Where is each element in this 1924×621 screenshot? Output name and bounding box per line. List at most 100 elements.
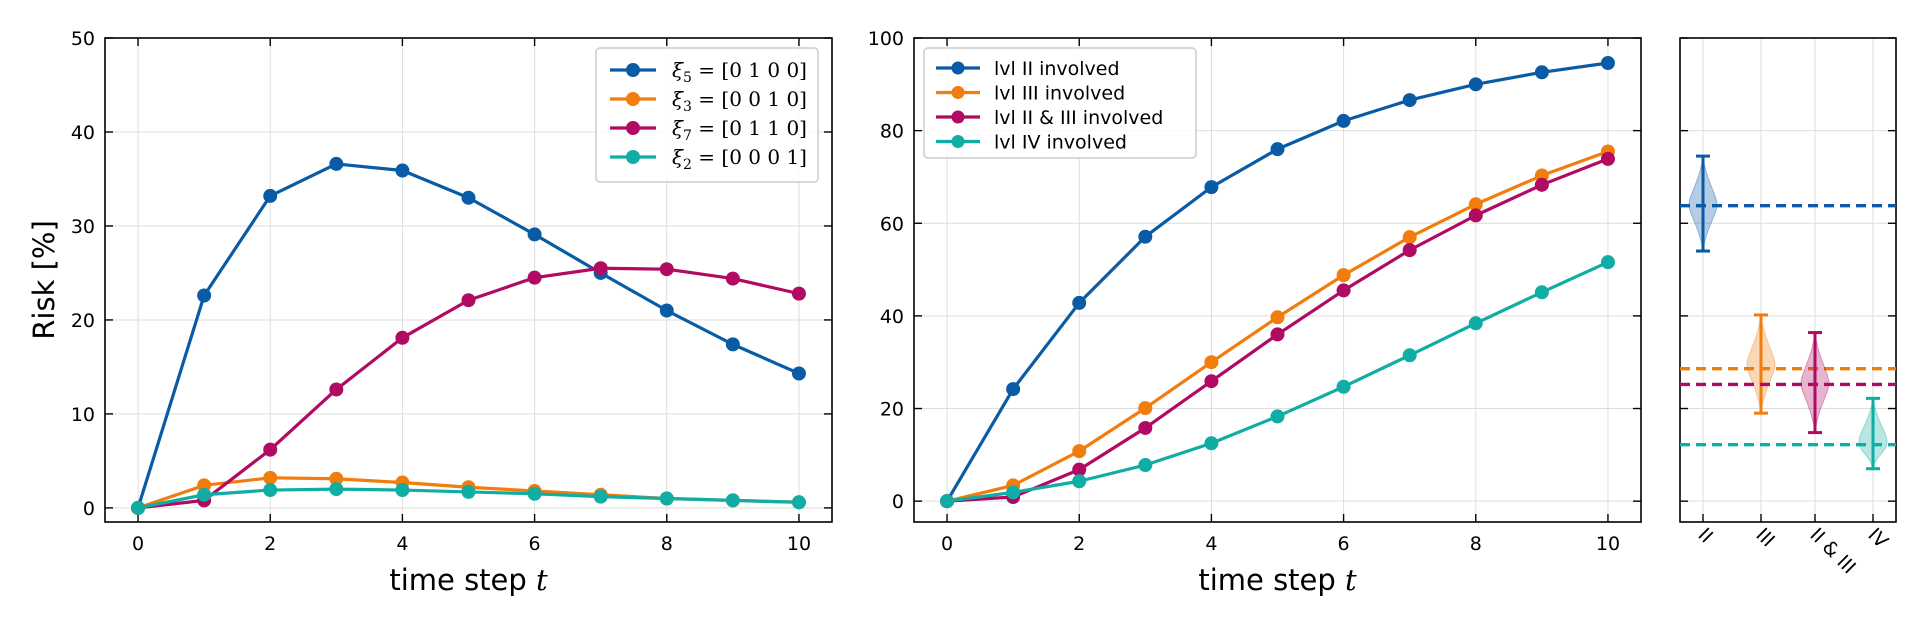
data-point <box>1138 229 1153 244</box>
y-tick-label: 0 <box>83 498 95 520</box>
data-point <box>263 442 278 457</box>
data-point <box>329 482 344 497</box>
legend-label: ξ3 = [0 0 1 0] <box>672 87 807 115</box>
legend-label: lvl II & III involved <box>994 107 1163 129</box>
chart-risk-per-state: 0 2 4 6 8 10 0 10 20 30 40 50 time step t Risk [%] ξ5 … <box>27 28 833 597</box>
y-tick-label: 0 <box>892 491 904 513</box>
data-point <box>1204 374 1219 389</box>
data-point <box>1468 316 1483 331</box>
data-point <box>1072 444 1087 459</box>
data-point <box>395 483 410 498</box>
series-line <box>136 162 800 509</box>
legend-label: lvl IV involved <box>994 132 1127 154</box>
series-line <box>946 149 1609 503</box>
legend-label: ξ7 = [0 1 1 0] <box>672 116 807 144</box>
data-point <box>1204 436 1219 451</box>
data-point <box>1072 295 1087 310</box>
data-point <box>1138 420 1153 435</box>
data-point <box>725 271 740 286</box>
data-point <box>659 303 674 318</box>
data-point <box>659 491 674 506</box>
legend-label-symbol: ξ <box>672 116 684 140</box>
legend-label-vector: = [0 0 1 0] <box>692 87 807 111</box>
data-point <box>1534 285 1549 300</box>
data-point <box>527 486 542 501</box>
y-tick-label: 40 <box>71 122 95 144</box>
data-point <box>1336 379 1351 394</box>
legend-item: ξ3 = [0 0 1 0] <box>610 87 807 115</box>
data-point <box>1006 382 1021 397</box>
data-point <box>197 288 212 303</box>
legend-item: ξ7 = [0 1 1 0] <box>610 116 807 144</box>
series-2 <box>940 151 1615 509</box>
data-point <box>1270 142 1285 157</box>
x-axis-label: time step t <box>1198 563 1357 597</box>
chart-violin-summary: II III II & III IV <box>1679 37 1897 578</box>
data-point <box>659 262 674 277</box>
data-point <box>1006 485 1021 500</box>
data-point <box>1270 310 1285 325</box>
y-tick-label: 40 <box>880 306 904 328</box>
data-point <box>1270 327 1285 342</box>
legend-swatch-marker <box>951 135 965 148</box>
data-point <box>1468 77 1483 92</box>
y-axis-label: Risk [%] <box>27 220 61 340</box>
x-tick-label: 0 <box>132 533 144 555</box>
plot-frame <box>913 37 1642 523</box>
data-point <box>791 366 806 381</box>
data-point <box>1468 197 1483 212</box>
legend-label-vector: = [0 1 1 0] <box>692 116 807 140</box>
legend-swatch-marker <box>626 63 640 77</box>
violin-0 <box>1688 154 1718 253</box>
legend-swatch-marker <box>951 86 965 99</box>
data-point <box>791 286 806 301</box>
data-point <box>527 270 542 285</box>
data-point <box>1138 458 1153 473</box>
legend-label-symbol: ξ <box>672 87 684 111</box>
violin-1 <box>1746 313 1776 415</box>
legend-label-subscript: 2 <box>683 157 692 173</box>
data-point <box>1336 283 1351 298</box>
legend-item: lvl III involved <box>936 83 1125 105</box>
data-point <box>1600 56 1615 71</box>
x-tick-label: 10 <box>787 533 811 555</box>
series-line <box>946 260 1609 503</box>
legend-swatch-marker <box>626 92 640 106</box>
category-label: IV <box>1863 524 1892 553</box>
legend-label: ξ5 = [0 1 0 0] <box>672 58 807 86</box>
data-point <box>131 500 146 515</box>
x-axis-label-text: time step <box>1198 563 1345 597</box>
legend-box <box>595 47 819 183</box>
legend-label-subscript: 3 <box>683 99 692 115</box>
data-point <box>1402 243 1417 258</box>
data-point <box>1336 268 1351 283</box>
x-tick-label: 8 <box>661 533 673 555</box>
data-point <box>593 261 608 276</box>
legend-label-symbol: ξ <box>672 58 684 82</box>
series-2 <box>131 261 806 515</box>
y-tick-label: 20 <box>71 310 95 332</box>
x-axis-label-text: time step <box>389 563 536 597</box>
legend-label-subscript: 7 <box>683 128 692 144</box>
violin-2 <box>1800 331 1830 435</box>
legend-item: lvl II & III involved <box>936 107 1163 129</box>
data-point <box>527 227 542 242</box>
y-tick-label: 20 <box>880 399 904 421</box>
data-point <box>461 484 476 499</box>
legend-swatch-marker <box>951 110 965 124</box>
plot-frame <box>1679 37 1897 523</box>
y-tick-label: 60 <box>880 213 904 235</box>
y-tick-label: 10 <box>71 404 95 426</box>
data-point <box>461 293 476 308</box>
series-3 <box>131 482 806 515</box>
data-point <box>1270 409 1285 424</box>
legend-item: ξ2 = [0 0 0 1] <box>610 145 807 173</box>
legend: ξ5 = [0 1 0 0]ξ3 = [0 0 1 0]ξ7 = [0 1 1 … <box>595 47 819 183</box>
legend-label-symbol: ξ <box>672 145 684 169</box>
x-tick-label: 0 <box>941 533 953 555</box>
plot-frame <box>104 37 833 523</box>
data-point <box>1534 177 1549 192</box>
legend-swatch-marker <box>951 61 965 75</box>
